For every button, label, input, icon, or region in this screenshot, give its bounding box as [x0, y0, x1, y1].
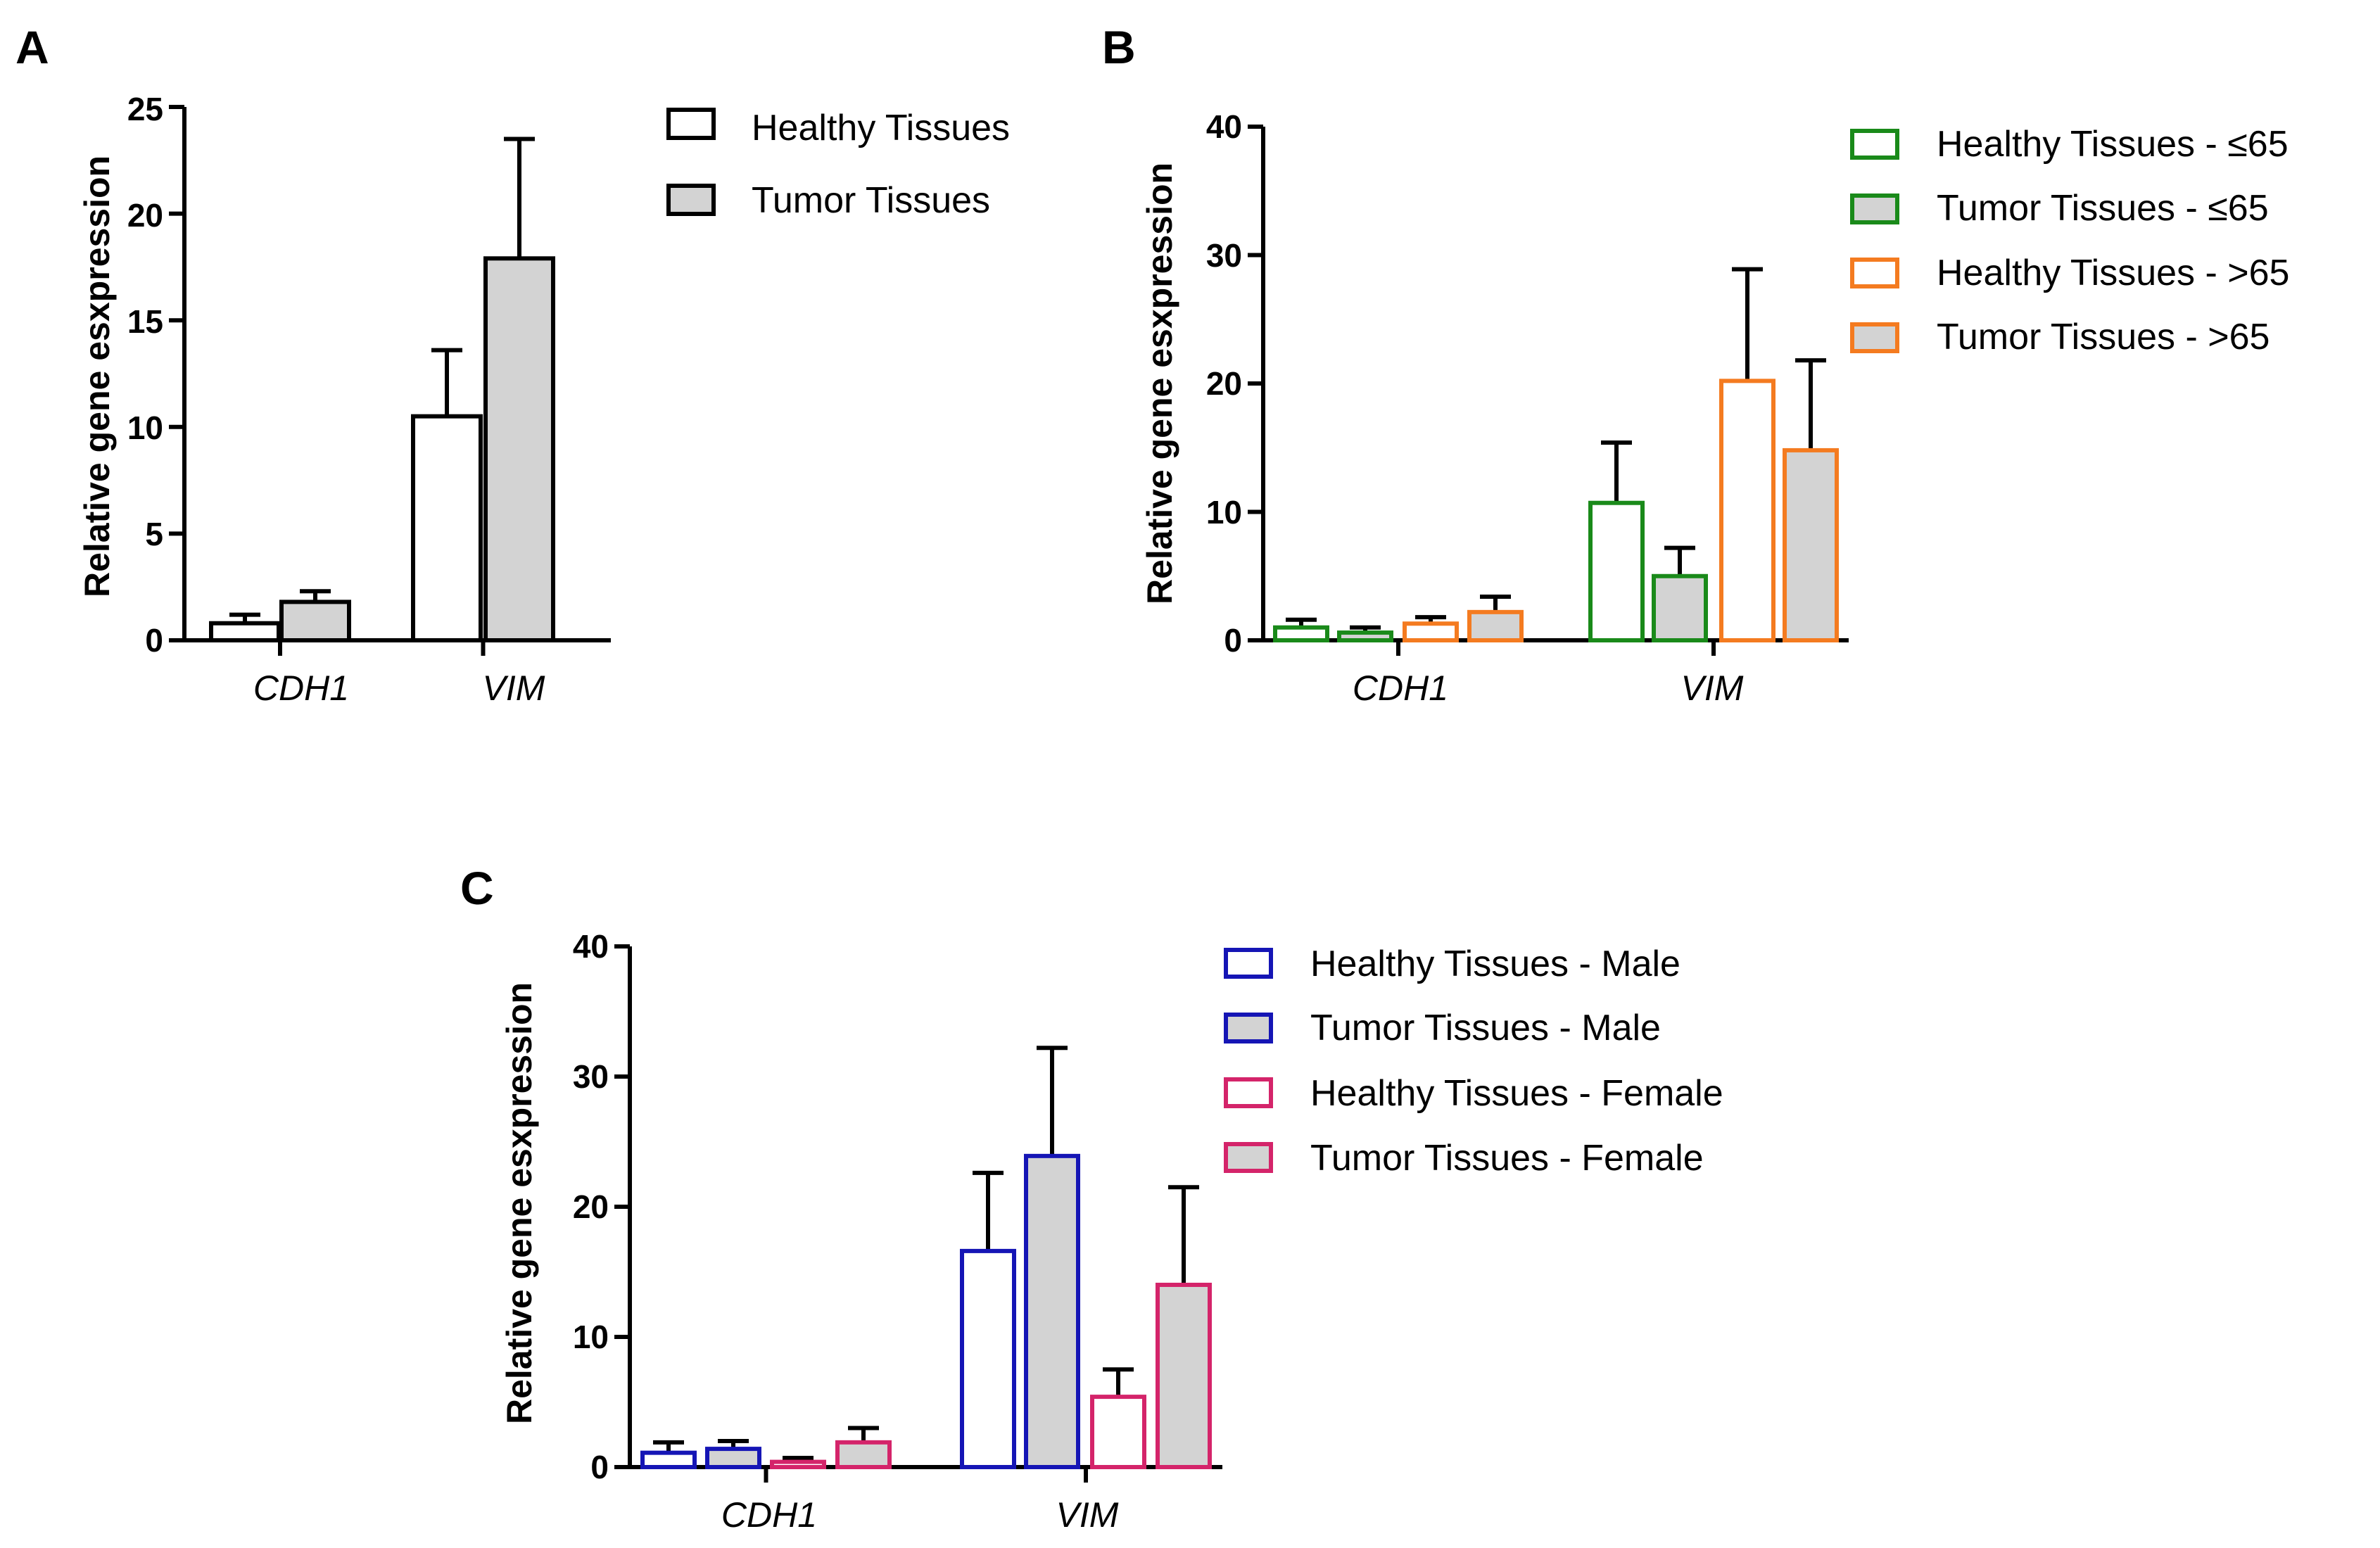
- panel-a-ytick-label-5: 25: [127, 91, 163, 127]
- panel-a-cdh1-healthy-tissues-bar: [209, 621, 281, 643]
- panel-b-vim-healthy-tissues-le65-bar: [1588, 500, 1645, 642]
- panel-c-vim-healthy-tissues-male-bar: [960, 1248, 1016, 1470]
- panel-a-ytick-label-0: 0: [145, 622, 163, 659]
- panel-c-ytick-label-1: 10: [573, 1319, 609, 1355]
- panel-c-legend-swatch-tumor-female: [1224, 1142, 1273, 1173]
- panel-c-legend: Healthy Tissues - Male Tumor Tissues - M…: [1224, 944, 1723, 1179]
- panel-a-xtick-label-cdh1: CDH1: [253, 668, 349, 708]
- panel-a-cdh1-tumor-tissues-bar: [279, 599, 351, 643]
- panel-a-vim-healthy-tissues-bar: [411, 414, 483, 642]
- panel-b-ytick-label-0: 0: [1224, 622, 1242, 659]
- panel-b-legend-label-healthy-gt65: Healthy Tissues - >65: [1937, 253, 2289, 293]
- panel-b-letter: B: [1102, 21, 1136, 73]
- panel-b-cdh1-healthy-tissues-le65-bar: [1273, 625, 1329, 642]
- panel-c-xtick-label-cdh1: CDH1: [721, 1495, 817, 1535]
- panel-c-xtick-label-vim: VIM: [1056, 1495, 1119, 1535]
- panel-c: C Relative gene esxpression 0 10 20 30 4…: [460, 862, 1723, 1535]
- panel-c-legend-label-tumor-female: Tumor Tissues - Female: [1310, 1138, 1704, 1179]
- panel-a-legend: Healthy Tissues Tumor Tissues: [666, 108, 1010, 221]
- panel-a-xtick-label-vim: VIM: [483, 668, 545, 708]
- panel-a: A Relative gene esxpression 0 5 10 15 20…: [15, 21, 1010, 708]
- panel-b-xtick-label-vim: VIM: [1681, 668, 1744, 708]
- panel-c-legend-swatch-tumor-male: [1224, 1013, 1273, 1043]
- panel-a-legend-swatch-tumor: [666, 184, 716, 216]
- panel-a-y-ticks: 0 5 10 15 20 25: [127, 91, 163, 659]
- panel-b-legend: Healthy Tissues - ≤65 Tumor Tissues - ≤6…: [1850, 124, 2289, 357]
- panel-c-ytick-label-3: 30: [573, 1058, 609, 1095]
- panel-b-vim-tumor-tissues-gt65-bar: [1783, 448, 1839, 643]
- panel-b-legend-swatch-tumor-le65: [1850, 194, 1899, 224]
- panel-b-ytick-label-2: 20: [1206, 365, 1242, 402]
- panel-b-vim-tumor-tissues-le65-bar: [1652, 573, 1708, 642]
- panel-a-vim-tumor-tissues-bar: [483, 256, 555, 643]
- panel-a-legend-swatch-healthy: [666, 108, 716, 140]
- panel-c-y-axis-title: Relative gene esxpression: [500, 982, 539, 1424]
- panel-b-legend-swatch-healthy-gt65: [1850, 258, 1899, 288]
- panel-a-ytick-label-3: 15: [127, 303, 163, 340]
- panel-c-cdh1-tumor-tissues-male-bar: [705, 1447, 761, 1470]
- panel-b-y-axis-title: Relative gene esxpression: [1140, 163, 1179, 604]
- panel-c-ytick-label-2: 20: [573, 1188, 609, 1225]
- panel-b-y-ticks: 0 10 20 30 40: [1206, 108, 1242, 659]
- panel-c-vim-tumor-tissues-female-bar: [1156, 1283, 1212, 1469]
- panel-c-cdh1-healthy-tissues-male-bar: [640, 1450, 697, 1469]
- panel-a-y-axis-title: Relative gene esxpression: [77, 156, 117, 597]
- panel-c-vim-tumor-tissues-male-bar: [1024, 1153, 1080, 1469]
- panel-c-y-ticks: 0 10 20 30 40: [573, 928, 609, 1485]
- panel-b: B Relative gene esxpression 0 10 20 30 4…: [1102, 21, 2289, 708]
- panel-c-letter: C: [460, 862, 494, 914]
- panel-c-legend-label-healthy-male: Healthy Tissues - Male: [1310, 944, 1680, 984]
- panel-c-legend-label-healthy-female: Healthy Tissues - Female: [1310, 1073, 1723, 1114]
- panel-b-ytick-label-3: 30: [1206, 237, 1242, 274]
- panel-b-ytick-label-4: 40: [1206, 108, 1242, 145]
- panel-a-legend-label-healthy: Healthy Tissues: [752, 108, 1010, 148]
- panel-b-ytick-label-1: 10: [1206, 494, 1242, 531]
- panel-c-cdh1-healthy-tissues-female-bar: [770, 1459, 826, 1470]
- panel-c-legend-label-tumor-male: Tumor Tissues - Male: [1310, 1008, 1661, 1048]
- panel-a-ytick-label-4: 20: [127, 197, 163, 234]
- panel-c-ytick-label-0: 0: [590, 1449, 609, 1485]
- panel-b-legend-swatch-tumor-gt65: [1850, 322, 1899, 353]
- panel-c-vim-healthy-tissues-female-bar: [1090, 1395, 1146, 1469]
- panel-c-legend-swatch-healthy-female: [1224, 1077, 1273, 1108]
- bars-layer: [169, 105, 1839, 1483]
- panel-c-cdh1-tumor-tissues-female-bar: [835, 1440, 892, 1470]
- panel-b-legend-swatch-healthy-le65: [1850, 129, 1899, 160]
- panel-c-legend-swatch-healthy-male: [1224, 948, 1273, 979]
- panel-b-cdh1-healthy-tissues-gt65-bar: [1403, 621, 1459, 643]
- panel-b-legend-label-tumor-le65: Tumor Tissues - ≤65: [1937, 188, 2269, 229]
- panel-b-legend-label-tumor-gt65: Tumor Tissues - >65: [1937, 317, 2270, 357]
- panel-a-ytick-label-2: 10: [127, 410, 163, 446]
- panel-b-legend-label-healthy-le65: Healthy Tissues - ≤65: [1937, 124, 2289, 165]
- panel-b-cdh1-tumor-tissues-le65-bar: [1337, 630, 1393, 642]
- panel-b-xtick-label-cdh1: CDH1: [1353, 668, 1448, 708]
- panel-a-letter: A: [15, 21, 49, 73]
- panel-c-ytick-label-4: 40: [573, 928, 609, 965]
- panel-b-vim-healthy-tissues-gt65-bar: [1719, 379, 1775, 642]
- panel-b-cdh1-tumor-tissues-gt65-bar: [1467, 609, 1524, 642]
- panel-a-legend-label-tumor: Tumor Tissues: [752, 180, 990, 221]
- panel-a-ytick-label-1: 5: [145, 516, 163, 552]
